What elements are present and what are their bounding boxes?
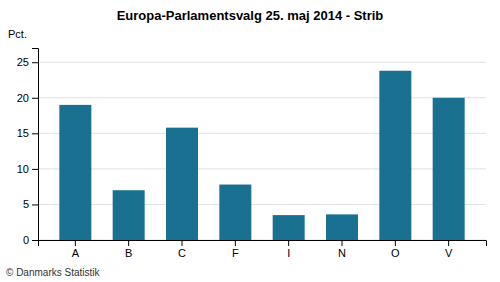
grid-line (38, 62, 486, 63)
bar (59, 105, 91, 240)
x-tick: I (287, 240, 290, 259)
x-tick-label: I (287, 247, 290, 259)
x-tick-mark (182, 240, 183, 246)
x-tick-mark (288, 240, 289, 246)
y-tick-mark (32, 133, 38, 134)
x-tick: A (72, 240, 80, 259)
y-tick-mark (32, 98, 38, 99)
bar (219, 185, 251, 240)
x-tick: N (338, 240, 346, 259)
y-tick-mark (32, 169, 38, 170)
chart: Europa-Parlamentsvalg 25. maj 2014 - Str… (0, 0, 500, 282)
grid-line (38, 133, 486, 134)
title: Europa-Parlamentsvalg 25. maj 2014 - Str… (117, 8, 384, 23)
x-tick-mark (395, 240, 396, 246)
bar (113, 190, 145, 240)
y-tick-mark (32, 240, 38, 241)
y-tick: 25 (17, 56, 38, 68)
x-axis: ABCFINOV (39, 240, 487, 259)
x-tick-label: N (338, 247, 346, 259)
x-axis-line (39, 241, 487, 247)
bar (166, 128, 198, 240)
x-tick-mark (448, 240, 449, 246)
y-axis-label: Pct. (8, 28, 27, 40)
x-tick: F (232, 240, 239, 259)
x-tick-mark (342, 240, 343, 246)
y-tick: 20 (17, 92, 38, 104)
x-tick-mark (235, 240, 236, 246)
x-tick-mark (75, 240, 76, 246)
x-tick-label: O (391, 247, 400, 259)
grid-line (38, 97, 486, 98)
x-tick-label: B (125, 247, 132, 259)
y-tick-mark (32, 204, 38, 205)
grid-line (38, 168, 486, 169)
grid-line (38, 204, 486, 205)
bar (433, 98, 465, 240)
y-tick-label: 25 (17, 56, 29, 68)
x-tick: V (445, 240, 453, 259)
x-tick: C (178, 240, 186, 259)
y-tick: 0 (23, 234, 38, 246)
y-tick: 15 (17, 127, 38, 139)
footer: © Danmarks Statistik (6, 267, 101, 278)
bar (326, 214, 358, 240)
y-tick: 5 (23, 198, 38, 210)
y-tick-label: 20 (17, 92, 29, 104)
y-tick: 10 (17, 163, 38, 175)
y-tick-label: 15 (17, 127, 29, 139)
x-tick-mark (128, 240, 129, 246)
x-tick-label: V (445, 247, 453, 259)
x-tick-label: A (72, 247, 80, 259)
plot-area (59, 71, 464, 240)
y-axis: 0 5 10 15 20 25 (17, 49, 39, 247)
bar (273, 215, 305, 240)
x-tick-label: C (178, 247, 186, 259)
bar (379, 71, 411, 240)
y-axis-line (32, 49, 39, 241)
grid (38, 62, 486, 240)
y-tick-label: 10 (17, 163, 29, 175)
y-tick-label: 0 (23, 234, 29, 246)
y-tick-mark (32, 62, 38, 63)
x-tick-label: F (232, 247, 239, 259)
x-tick: B (125, 240, 132, 259)
x-tick: O (391, 240, 400, 259)
y-tick-label: 5 (23, 198, 29, 210)
